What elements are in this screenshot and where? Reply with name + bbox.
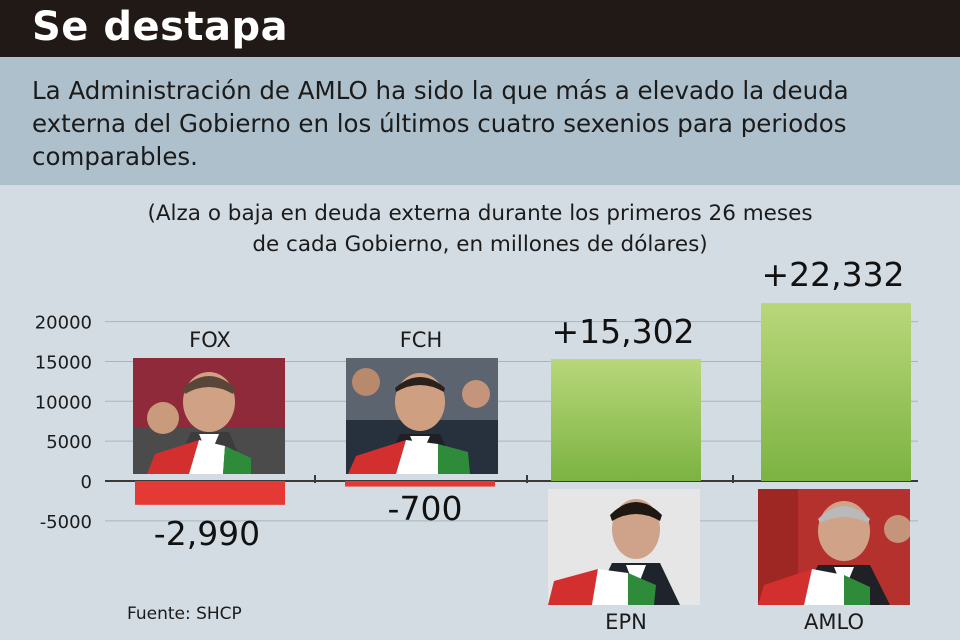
y-tick-label: 5000 bbox=[46, 432, 92, 453]
category-label: FOX bbox=[189, 328, 231, 352]
header-bar bbox=[0, 0, 960, 57]
y-tick-label: 10000 bbox=[35, 392, 92, 413]
bar bbox=[761, 303, 911, 481]
page-title: Se destapa bbox=[32, 4, 289, 50]
category-label: FCH bbox=[400, 328, 443, 352]
president-epn-photo bbox=[548, 489, 700, 605]
y-tick-label: -5000 bbox=[40, 512, 92, 533]
subtitle-band bbox=[0, 57, 960, 185]
president-fch-photo bbox=[346, 358, 498, 474]
president-amlo-photo bbox=[758, 489, 910, 605]
category-label: AMLO bbox=[804, 610, 864, 634]
y-tick-label: 15000 bbox=[35, 352, 92, 373]
chart-note-line-2: de cada Gobierno, en millones de dólares… bbox=[252, 232, 708, 257]
chart-note-line-1: (Alza o baja en deuda externa durante lo… bbox=[147, 201, 813, 226]
category-label: EPN bbox=[605, 610, 647, 634]
source-note: Fuente: SHCP bbox=[127, 604, 242, 624]
bar bbox=[135, 481, 285, 505]
president-fox-photo bbox=[133, 358, 285, 474]
data-label: -2,990 bbox=[154, 514, 260, 553]
bar bbox=[551, 359, 701, 481]
bar bbox=[345, 481, 495, 487]
data-label: +15,302 bbox=[551, 312, 694, 351]
chart-note: (Alza o baja en deuda externa durante lo… bbox=[0, 198, 960, 260]
subtitle: La Administración de AMLO ha sido la que… bbox=[32, 76, 849, 171]
y-tick-label: 0 bbox=[81, 472, 92, 493]
data-label: +22,332 bbox=[761, 255, 904, 294]
data-label: -700 bbox=[388, 489, 463, 528]
y-tick-label: 20000 bbox=[35, 313, 92, 334]
